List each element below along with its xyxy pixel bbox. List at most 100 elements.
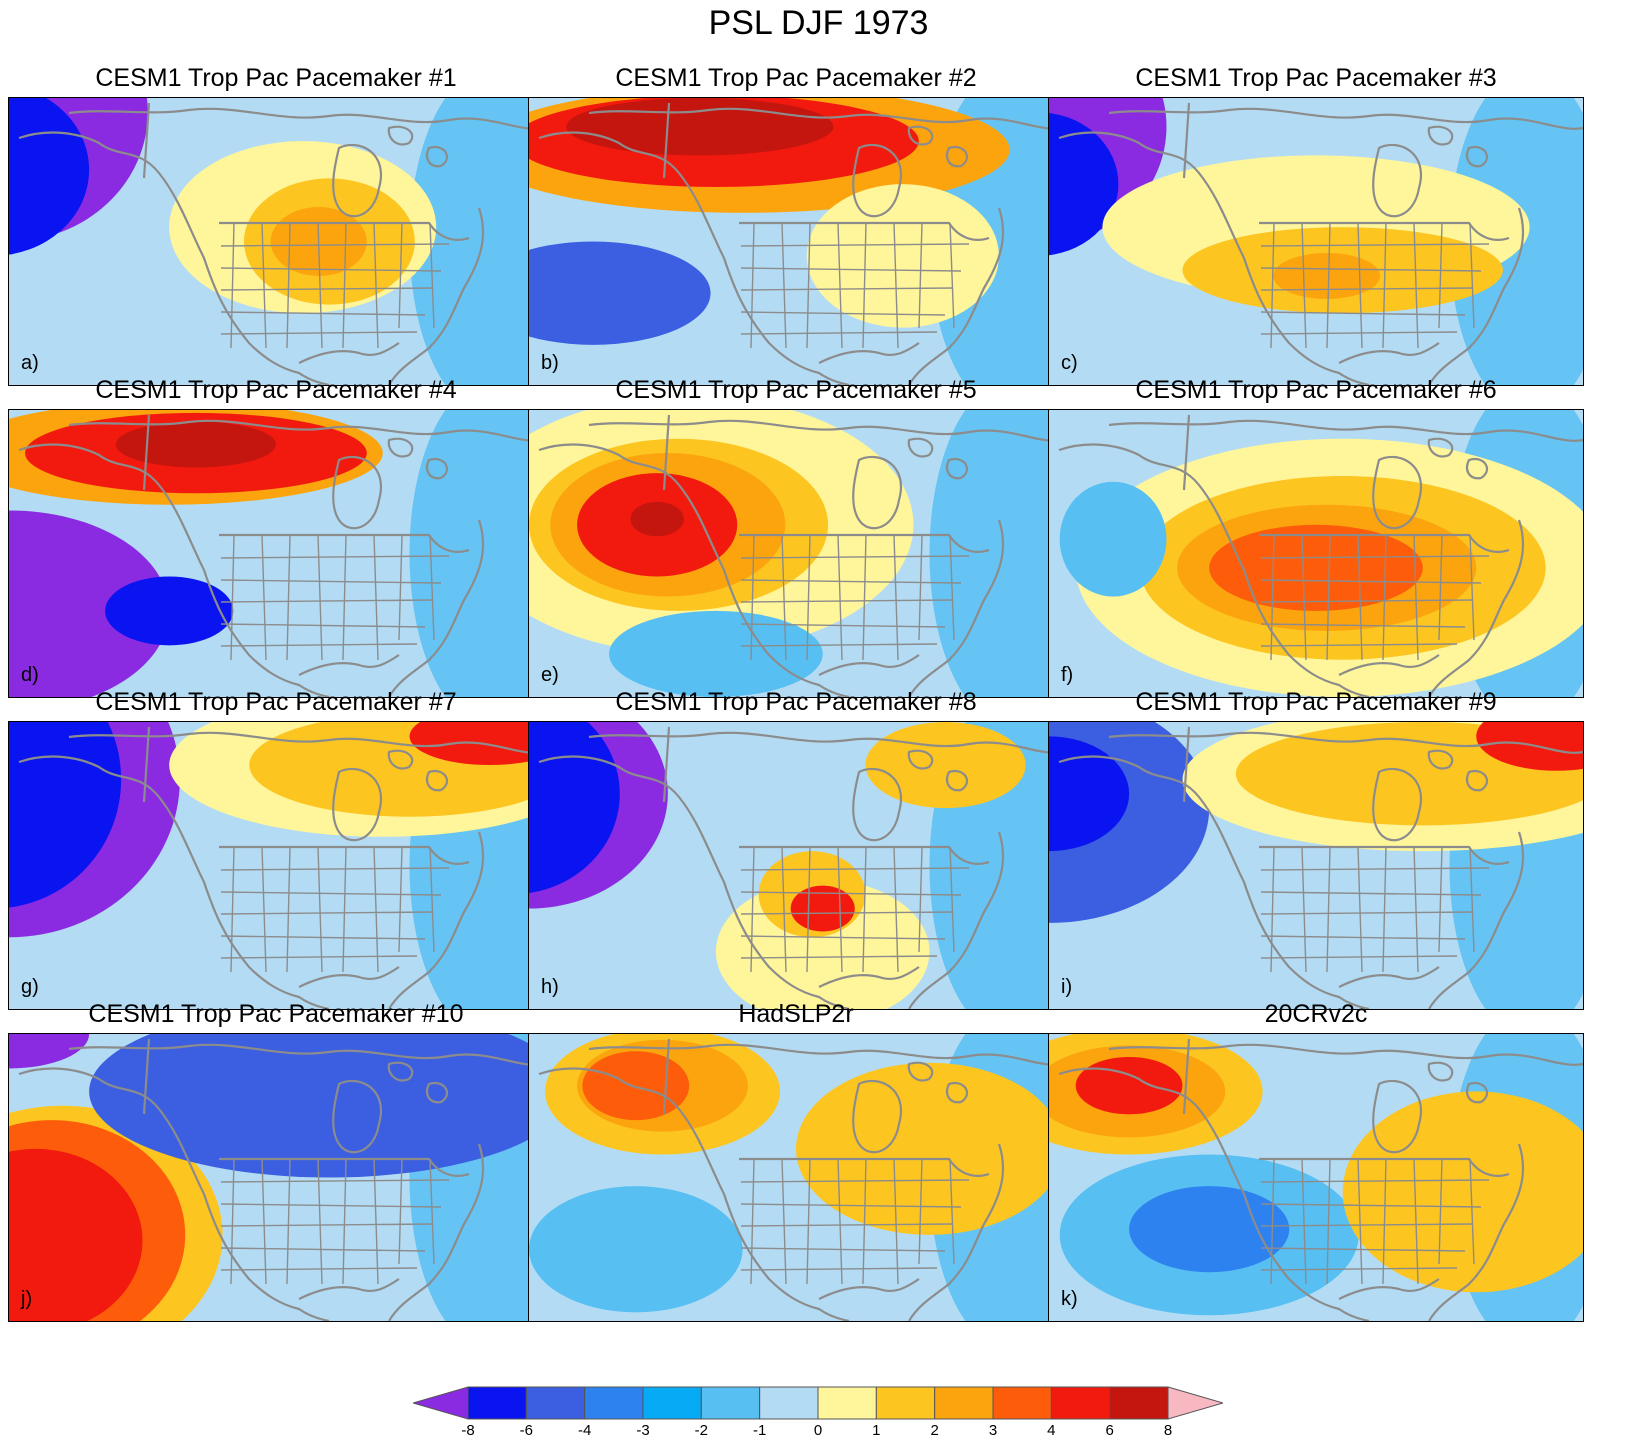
colorbar-tick-label: -8 bbox=[461, 1422, 475, 1439]
colorbar-swatch bbox=[1050, 1386, 1111, 1420]
coastline-outline bbox=[18, 726, 543, 1009]
psl-anomaly-map bbox=[529, 98, 1063, 385]
anomaly-contour bbox=[790, 885, 855, 932]
map-panel: g) bbox=[8, 721, 544, 1010]
panel-title: 20CRv2c bbox=[1264, 1000, 1368, 1028]
map-panel: f) bbox=[1048, 409, 1584, 698]
colorbar-swatch bbox=[817, 1386, 877, 1420]
map-panel: c) bbox=[1048, 97, 1584, 386]
coastline-outline bbox=[18, 1038, 543, 1321]
coastline-outline bbox=[538, 414, 1063, 697]
colorbar-swatch bbox=[467, 1386, 527, 1420]
coastline-outline bbox=[538, 1038, 1063, 1321]
colorbar-swatch bbox=[1109, 1386, 1169, 1420]
anomaly-contour bbox=[806, 184, 999, 328]
colorbar-swatch bbox=[992, 1386, 1052, 1420]
anomaly-contour bbox=[1273, 252, 1381, 299]
psl-anomaly-map bbox=[529, 1034, 1063, 1321]
anomaly-contour bbox=[1049, 736, 1130, 852]
panel-letter-label: f) bbox=[1061, 664, 1074, 686]
colorbar-tick-label: -3 bbox=[636, 1422, 650, 1439]
colorbar-swatch bbox=[875, 1386, 936, 1420]
psl-anomaly-map bbox=[529, 722, 1063, 1009]
coastline-outline bbox=[1058, 102, 1583, 385]
anomaly-contour bbox=[566, 98, 834, 156]
anomaly-contour bbox=[89, 1034, 543, 1178]
anomaly-contour bbox=[630, 501, 684, 537]
anomaly-contour bbox=[9, 1034, 90, 1069]
coastline-outline bbox=[538, 726, 1063, 1009]
coastline-outline bbox=[1058, 1038, 1583, 1321]
colorbar bbox=[413, 1386, 1223, 1420]
panel-letter-label: a) bbox=[21, 352, 39, 374]
anomaly-contour bbox=[529, 1186, 743, 1313]
panel-title: CESM1 Trop Pac Pacemaker #1 bbox=[95, 64, 457, 92]
anomaly-contour bbox=[115, 421, 277, 468]
colorbar-tick-label: -4 bbox=[577, 1422, 592, 1439]
coastline-outline bbox=[538, 102, 1063, 385]
coastline-outline bbox=[1058, 414, 1583, 697]
coastline-outline bbox=[18, 102, 543, 385]
panel-letter-label: c) bbox=[1061, 352, 1078, 374]
anomaly-contour bbox=[1129, 1186, 1290, 1273]
colorbar-tick-label: 2 bbox=[930, 1422, 939, 1439]
panel-letter-label: i) bbox=[1061, 976, 1073, 998]
colorbar-tick-label: 4 bbox=[1047, 1422, 1056, 1439]
psl-anomaly-map bbox=[1049, 410, 1583, 697]
figure-title: PSL DJF 1973 bbox=[708, 4, 929, 42]
colorbar-swatch bbox=[642, 1386, 702, 1420]
map-panel: b) bbox=[528, 97, 1064, 386]
anomaly-contour bbox=[582, 1051, 690, 1121]
colorbar-swatch bbox=[584, 1386, 644, 1420]
colorbar-tick-label: 6 bbox=[1105, 1422, 1114, 1439]
colorbar-low-arrow bbox=[413, 1386, 469, 1420]
map-panel: j) bbox=[8, 1033, 544, 1322]
colorbar-high-arrow bbox=[1167, 1386, 1223, 1420]
coastline-outline bbox=[18, 414, 543, 697]
anomaly-contour bbox=[796, 1062, 1063, 1235]
anomaly-contour bbox=[105, 576, 234, 646]
anomaly-contour bbox=[9, 510, 170, 697]
coastline-outline bbox=[1058, 726, 1583, 1009]
colorbar-tick-label: 3 bbox=[988, 1422, 998, 1439]
panel-letter-label: g) bbox=[21, 976, 39, 998]
colorbar-tick-label: 0 bbox=[813, 1422, 823, 1439]
anomaly-contour bbox=[9, 1148, 143, 1321]
anomaly-contour bbox=[9, 98, 90, 255]
anomaly-contour bbox=[1476, 722, 1583, 771]
panel-title: CESM1 Trop Pac Pacemaker #5 bbox=[615, 376, 977, 404]
colorbar-tick-label: 8 bbox=[1163, 1422, 1173, 1439]
anomaly-contour bbox=[1342, 1091, 1583, 1293]
panel-letter-label: d) bbox=[21, 664, 39, 686]
colorbar-swatch bbox=[759, 1386, 819, 1420]
panel-title: HadSLP2r bbox=[738, 1000, 854, 1028]
anomaly-contour bbox=[1059, 481, 1167, 597]
panel-letter-label: h) bbox=[541, 976, 559, 998]
psl-anomaly-map bbox=[9, 722, 543, 1009]
psl-anomaly-map bbox=[1049, 722, 1583, 1009]
map-panel: i) bbox=[1048, 721, 1584, 1010]
colorbar-swatch bbox=[934, 1386, 994, 1420]
map-panel: k) bbox=[1048, 1033, 1584, 1322]
anomaly-contour bbox=[1209, 524, 1423, 611]
psl-anomaly-map bbox=[1049, 98, 1583, 385]
anomaly-contour bbox=[609, 610, 823, 697]
panel-title: CESM1 Trop Pac Pacemaker #8 bbox=[615, 688, 977, 716]
panel-title: CESM1 Trop Pac Pacemaker #3 bbox=[1135, 64, 1497, 92]
colorbar-tick-label: -1 bbox=[752, 1422, 767, 1439]
psl-anomaly-map bbox=[9, 1034, 543, 1321]
map-panel bbox=[528, 1033, 1064, 1322]
colorbar-tick-label: -6 bbox=[519, 1422, 533, 1439]
panel-letter-label: k) bbox=[1061, 1288, 1078, 1310]
anomaly-contour bbox=[9, 722, 122, 908]
panel-title: CESM1 Trop Pac Pacemaker #6 bbox=[1135, 376, 1497, 404]
colorbar-tick-labels: -8 -6 -4 -3 -2 -1 0 1 2 3 4 6 8 bbox=[413, 1422, 1223, 1444]
psl-anomaly-map bbox=[1049, 1034, 1583, 1321]
anomaly-contour bbox=[865, 722, 1026, 809]
psl-anomaly-map bbox=[529, 410, 1063, 697]
panel-letter-label: j) bbox=[21, 1288, 33, 1310]
psl-anomaly-map bbox=[9, 98, 543, 385]
map-panel: e) bbox=[528, 409, 1064, 698]
panel-title: CESM1 Trop Pac Pacemaker #10 bbox=[88, 1000, 464, 1028]
panel-title: CESM1 Trop Pac Pacemaker #2 bbox=[615, 64, 977, 92]
